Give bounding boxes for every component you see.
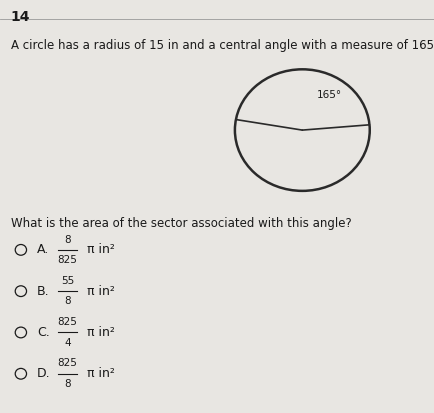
Text: π in²: π in²: [87, 367, 115, 380]
Text: 825: 825: [57, 358, 77, 368]
Text: D.: D.: [37, 367, 50, 380]
Text: π in²: π in²: [87, 243, 115, 256]
Text: 55: 55: [61, 276, 74, 286]
Text: 825: 825: [57, 317, 77, 327]
Text: 8: 8: [64, 379, 71, 389]
Text: 165°: 165°: [316, 90, 341, 100]
Text: A.: A.: [37, 243, 49, 256]
Text: π in²: π in²: [87, 326, 115, 339]
Text: π in²: π in²: [87, 285, 115, 298]
Text: 825: 825: [57, 255, 77, 265]
Text: A circle has a radius of 15 in and a central angle with a measure of 165°.: A circle has a radius of 15 in and a cen…: [11, 39, 434, 52]
Text: B.: B.: [37, 285, 49, 298]
Text: C.: C.: [37, 326, 49, 339]
Text: 14: 14: [11, 10, 30, 24]
Text: 4: 4: [64, 338, 71, 348]
Text: What is the area of the sector associated with this angle?: What is the area of the sector associate…: [11, 217, 351, 230]
Text: 8: 8: [64, 235, 71, 244]
Text: 8: 8: [64, 297, 71, 306]
